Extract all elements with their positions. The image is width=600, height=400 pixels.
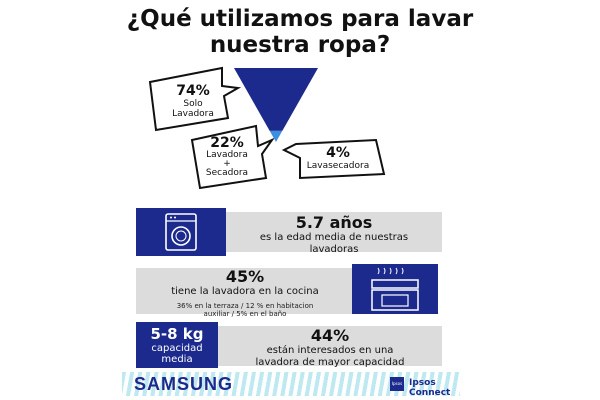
- capacity-box: 5-8 kg capacidad media: [136, 322, 218, 368]
- kitchen-panel: 45% tiene la lavadora en la cocina 36% e…: [136, 267, 354, 318]
- kitchen-text: tiene la lavadora en la cocina: [171, 286, 319, 297]
- samsung-logo: SAMSUNG: [134, 374, 234, 394]
- washing-machine-icon: [165, 213, 197, 251]
- bubble-label: Lavasecadora: [306, 161, 370, 171]
- capacity-value: 44%: [310, 326, 350, 345]
- page-title: ¿Qué utilizamos para lavar nuestra ropa?: [126, 6, 474, 58]
- funnel-segment-main: [234, 68, 318, 131]
- age-text: es la edad media de nuestras lavadoras: [259, 232, 409, 255]
- bubble-pct: 22%: [210, 135, 244, 151]
- funnel-segment-tip: [269, 130, 283, 142]
- footer-logos: SAMSUNG Ipsos Ipsos Connect: [122, 372, 460, 398]
- bubble-lavasecadora: 4% Lavasecadora: [298, 145, 378, 172]
- age-value: 5.7 años: [295, 213, 373, 232]
- bubble-shape-lavasecadora: [281, 138, 386, 180]
- bubble-label: Lavadora + Secadora: [205, 150, 249, 178]
- age-panel: 5.7 años es la edad media de nuestras la…: [226, 212, 442, 255]
- bubble-label: Solo Lavadora: [172, 99, 214, 119]
- bubble-pct: 74%: [176, 83, 210, 99]
- ipsos-connect-label: Ipsos Connect: [409, 378, 451, 398]
- bubble-solo-lavadora: 74% Solo Lavadora: [168, 83, 218, 120]
- capacity-text: están interesados en una lavadora de may…: [255, 345, 405, 368]
- ipsos-logo-icon: Ipsos: [390, 377, 404, 391]
- bubble-lavadora-secadora: 22% Lavadora + Secadora: [202, 136, 252, 178]
- bubble-shape-lavadora-secadora: [190, 124, 275, 190]
- kitchen-value: 45%: [225, 267, 265, 286]
- bubble-shape-solo-lavadora: [148, 66, 242, 132]
- capacity-box-value: 5-8 kg: [150, 325, 204, 343]
- kitchen-stove-icon: [371, 267, 419, 311]
- kitchen-note: 36% en la terraza / 12 % en habitacion a…: [176, 302, 314, 318]
- washing-machine-box: [136, 208, 226, 256]
- funnel-chart: [148, 66, 386, 190]
- bubble-pct: 4%: [326, 145, 350, 161]
- capacity-box-text: capacidad media: [151, 343, 203, 365]
- capacity-panel: 44% están interesados en una lavadora de…: [218, 326, 442, 368]
- kitchen-box: [352, 264, 438, 314]
